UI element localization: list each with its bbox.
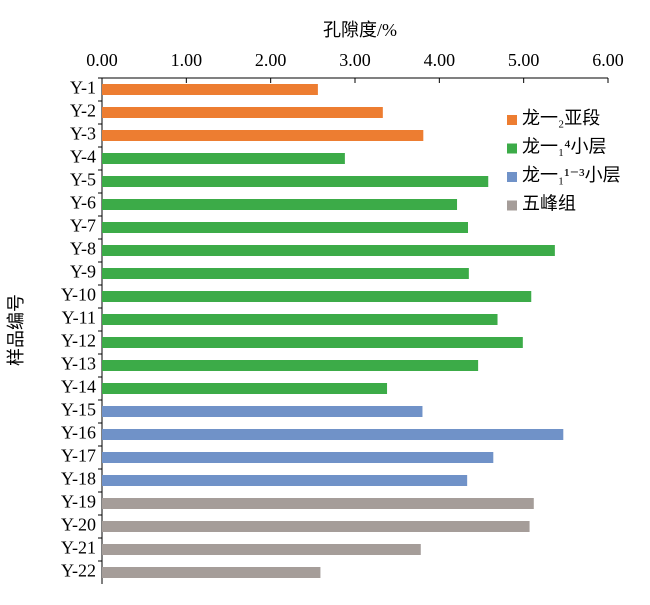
x-tick-label: 0.00	[86, 50, 118, 70]
y-tick-label: Y-7	[70, 216, 96, 236]
legend-swatch	[507, 200, 517, 211]
bar	[102, 107, 383, 118]
legend-label: 龙一₁⁴小层	[522, 137, 607, 157]
y-tick-label: Y-1	[70, 78, 96, 98]
y-tick-label: Y-19	[61, 492, 96, 512]
bar	[102, 498, 534, 509]
y-tick-label: Y-14	[61, 377, 96, 397]
y-tick-label: Y-13	[61, 354, 96, 374]
y-tick-label: Y-10	[61, 285, 96, 305]
bar	[102, 176, 489, 187]
bar	[102, 337, 523, 348]
x-tick-label: 1.00	[171, 50, 203, 70]
y-tick-label: Y-15	[61, 400, 96, 420]
bar	[102, 383, 388, 394]
bar	[102, 429, 564, 440]
y-tick-label: Y-18	[61, 469, 96, 489]
y-tick-label: Y-21	[61, 538, 96, 558]
bar	[102, 291, 532, 302]
y-tick-label: Y-3	[70, 124, 96, 144]
legend-swatch	[507, 172, 517, 182]
bar	[102, 153, 345, 164]
bar	[102, 406, 423, 417]
y-tick-label: Y-4	[70, 147, 96, 167]
bar	[102, 521, 530, 532]
bar	[102, 268, 469, 279]
x-tick-label: 2.00	[255, 50, 287, 70]
y-tick-label: Y-9	[70, 262, 96, 282]
x-axis-title: 孔隙度/%	[323, 20, 397, 40]
bar	[102, 199, 458, 210]
bar	[102, 567, 321, 578]
y-axis-title: 样品编号	[6, 294, 26, 366]
bar	[102, 544, 421, 555]
bar	[102, 314, 498, 325]
y-tick-label: Y-22	[61, 561, 96, 581]
x-tick-label: 3.00	[339, 50, 371, 70]
legend-label: 龙一₂亚段	[522, 108, 600, 128]
legend-swatch	[507, 115, 517, 125]
y-tick-label: Y-16	[61, 423, 96, 443]
legend-swatch	[507, 143, 517, 154]
y-tick-label: Y-17	[61, 446, 96, 466]
y-tick-label: Y-2	[70, 101, 96, 121]
bar	[102, 84, 318, 95]
y-tick-label: Y-5	[70, 170, 96, 190]
bar	[102, 360, 479, 371]
bar	[102, 222, 469, 233]
y-tick-label: Y-8	[70, 239, 96, 259]
bar	[102, 475, 468, 486]
x-tick-label: 5.00	[508, 50, 540, 70]
bar	[102, 130, 424, 141]
x-tick-label: 4.00	[424, 50, 456, 70]
y-tick-label: Y-11	[62, 308, 96, 328]
legend-label: 龙一₁¹⁻³小层	[522, 165, 621, 185]
y-tick-label: Y-6	[70, 193, 96, 213]
y-tick-label: Y-20	[61, 515, 96, 535]
bar	[102, 452, 494, 463]
legend-label: 五峰组	[522, 194, 576, 214]
bar	[102, 245, 555, 256]
y-tick-label: Y-12	[61, 331, 96, 351]
x-tick-label: 6.00	[592, 50, 624, 70]
